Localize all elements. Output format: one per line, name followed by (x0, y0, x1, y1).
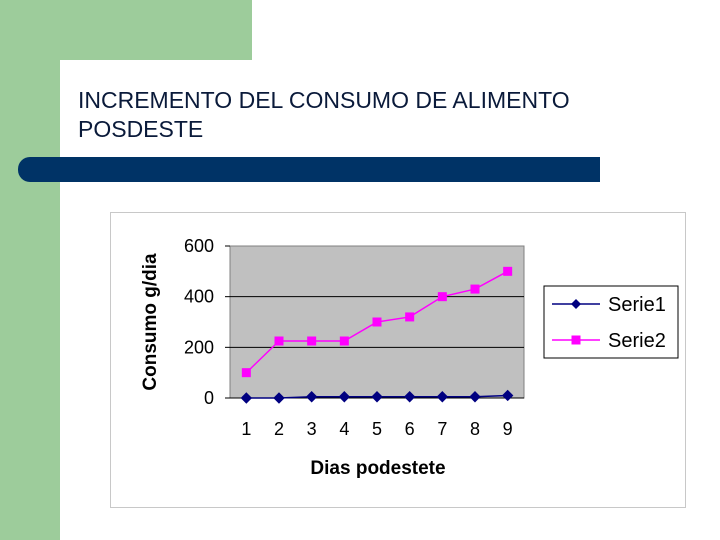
y-tick-label: 400 (184, 287, 214, 307)
data-point-serie1 (469, 391, 481, 403)
accent-bar (18, 157, 600, 182)
legend-label-serie1: Serie1 (608, 294, 666, 316)
x-tick-label: 1 (241, 419, 251, 439)
title-line-1: INCREMENTO DEL CONSUMO DE ALIMENTO (78, 87, 570, 113)
slide-title: INCREMENTO DEL CONSUMO DE ALIMENTO POSDE… (78, 86, 708, 144)
x-tick-label: 9 (503, 419, 513, 439)
x-tick-label: 3 (307, 419, 317, 439)
title-line-2: POSDESTE (78, 116, 204, 142)
y-tick-label: 200 (184, 337, 214, 357)
data-point-serie2 (437, 292, 447, 302)
y-tick-label: 600 (184, 236, 214, 256)
data-point-serie2 (503, 266, 513, 276)
legend-marker-serie2 (571, 335, 581, 345)
data-point-serie2 (372, 317, 382, 327)
y-tick-label: 0 (204, 388, 214, 408)
data-point-serie2 (241, 368, 251, 378)
legend-box (543, 285, 679, 359)
data-point-serie1 (305, 391, 318, 403)
data-point-serie2 (405, 312, 415, 322)
data-point-serie1 (338, 391, 351, 403)
data-point-serie2 (307, 336, 317, 346)
chart-legend: Serie1 Serie2 (543, 285, 679, 359)
x-tick-label: 8 (470, 419, 480, 439)
data-point-serie1 (436, 391, 449, 403)
data-point-serie1 (273, 392, 285, 404)
data-point-serie2 (339, 336, 349, 346)
data-point-serie2 (274, 336, 284, 346)
y-axis-label: Consumo g/dia (140, 253, 161, 391)
data-point-serie1 (501, 389, 514, 402)
top-green-band (0, 0, 252, 60)
x-tick-label: 4 (339, 419, 349, 439)
x-tick-label: 6 (405, 419, 415, 439)
left-green-band (0, 0, 60, 540)
data-point-serie1 (240, 392, 253, 404)
data-point-serie2 (470, 284, 480, 294)
data-point-serie1 (371, 391, 383, 403)
data-point-serie1 (403, 391, 416, 403)
x-tick-label: 2 (274, 419, 284, 439)
x-tick-label: 7 (437, 419, 447, 439)
legend-marker-serie1 (571, 299, 581, 309)
x-tick-label: 5 (372, 419, 382, 439)
legend-label-serie2: Serie2 (608, 330, 666, 352)
x-axis-label: Dias podestete (310, 458, 445, 479)
